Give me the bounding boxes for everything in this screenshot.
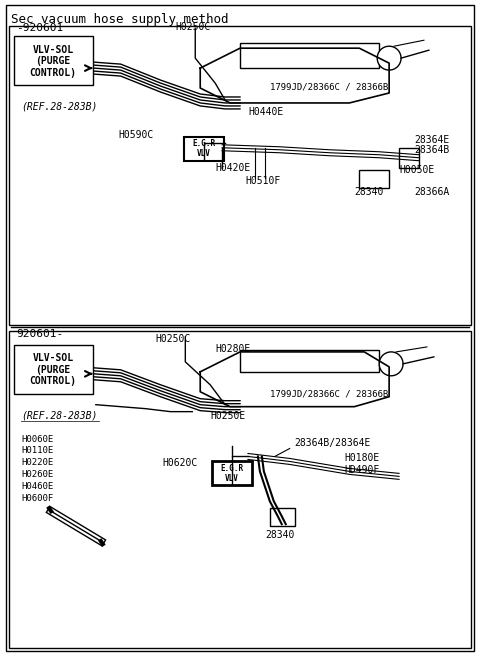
Bar (360, 170, 389, 188)
Text: 1799JD/28366C / 28366B: 1799JD/28366C / 28366B (270, 82, 388, 91)
Text: 28340: 28340 (265, 530, 294, 540)
Bar (9, 331, 471, 648)
Text: H0050E: H0050E (399, 165, 434, 175)
Bar (270, 509, 295, 526)
Text: (REF.28-283B): (REF.28-283B) (21, 102, 97, 112)
Text: H0250E: H0250E (210, 411, 245, 420)
Circle shape (377, 46, 401, 70)
Bar (240, 43, 379, 68)
FancyBboxPatch shape (14, 345, 93, 394)
Text: E.G.R
VLV: E.G.R VLV (220, 464, 244, 483)
Text: 28364E: 28364E (414, 135, 449, 145)
Bar (399, 148, 419, 168)
Text: H0440E: H0440E (248, 107, 283, 117)
Text: H0420E: H0420E (215, 163, 251, 173)
Bar (9, 26, 471, 325)
Text: HD490F: HD490F (344, 465, 380, 476)
Text: 1799JD/28366C / 28366B: 1799JD/28366C / 28366B (270, 390, 388, 399)
Circle shape (379, 352, 403, 376)
Text: -920601: -920601 (16, 23, 63, 34)
Text: H0250C: H0250C (156, 334, 191, 344)
Text: 28364B/28364E: 28364B/28364E (295, 438, 371, 449)
Text: H0180E: H0180E (344, 453, 380, 463)
Bar (240, 350, 379, 372)
FancyBboxPatch shape (14, 36, 93, 85)
FancyBboxPatch shape (184, 137, 224, 161)
Text: H0250C: H0250C (175, 22, 211, 32)
Text: 28366A: 28366A (414, 187, 449, 196)
Text: VLV-SOL
(PURGE
CONTROL): VLV-SOL (PURGE CONTROL) (30, 45, 77, 78)
Text: H0280E: H0280E (215, 344, 251, 354)
FancyBboxPatch shape (212, 461, 252, 486)
Text: Sec vacuum hose supply method: Sec vacuum hose supply method (12, 13, 229, 26)
Text: 28364B: 28364B (414, 145, 449, 155)
Text: H0590C: H0590C (119, 130, 154, 140)
Text: VLV-SOL
(PURGE
CONTROL): VLV-SOL (PURGE CONTROL) (30, 353, 77, 386)
Text: H0510F: H0510F (245, 175, 280, 186)
Text: 920601-: 920601- (16, 329, 63, 339)
Text: (REF.28-283B): (REF.28-283B) (21, 411, 97, 420)
Text: H0620C: H0620C (162, 459, 198, 468)
Text: H0060E
H0110E
H0220E
H0260E
H0460E
H0600F: H0060E H0110E H0220E H0260E H0460E H0600… (21, 434, 54, 503)
Text: 28340: 28340 (354, 187, 384, 196)
Text: E.G.R
VLV: E.G.R VLV (192, 139, 216, 158)
